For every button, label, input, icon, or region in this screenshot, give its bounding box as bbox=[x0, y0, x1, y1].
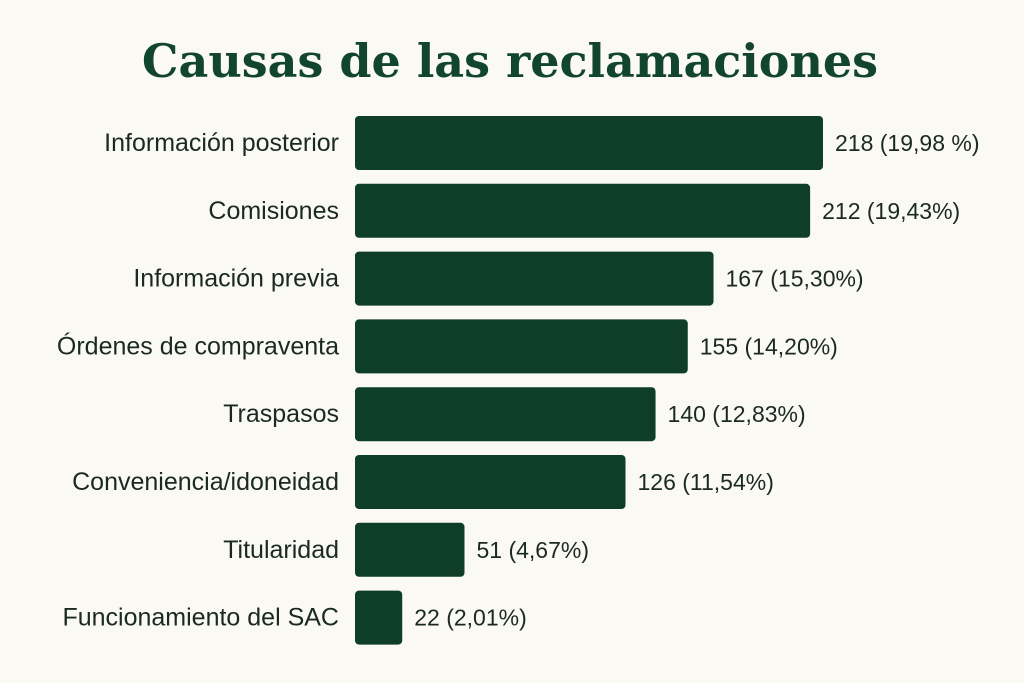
category-label: Comisiones bbox=[208, 197, 339, 225]
bar bbox=[355, 319, 688, 374]
category-label: Conveniencia/idoneidad bbox=[72, 468, 339, 496]
value-label: 218 (19,98 %) bbox=[835, 130, 979, 156]
category-label: Titularidad bbox=[223, 536, 339, 564]
category-label: Información previa bbox=[133, 265, 339, 293]
value-label: 140 (12,83%) bbox=[668, 401, 806, 427]
value-label: 126 (11,54%) bbox=[637, 469, 773, 495]
category-label: Información posterior bbox=[104, 129, 339, 157]
value-label: 212 (19,43%) bbox=[822, 198, 960, 224]
bar bbox=[355, 522, 465, 577]
value-label: 22 (2,01%) bbox=[414, 605, 527, 631]
bar bbox=[355, 251, 714, 306]
bars-group: Información posterior 218 (19,98 %) Comisi… bbox=[57, 116, 979, 645]
category-label: Traspasos bbox=[223, 400, 339, 428]
category-label: Órdenes de compraventa bbox=[57, 331, 339, 360]
bar bbox=[355, 387, 656, 442]
value-label: 167 (15,30%) bbox=[726, 266, 864, 292]
bar bbox=[355, 116, 823, 170]
chart-title: Causas de las reclamaciones bbox=[142, 34, 878, 88]
value-label: 155 (14,20%) bbox=[700, 333, 838, 359]
category-label: Funcionamiento del SAC bbox=[62, 604, 339, 632]
bar bbox=[355, 455, 626, 509]
value-label: 51 (4,67%) bbox=[476, 537, 589, 563]
bar bbox=[355, 590, 403, 645]
bar bbox=[355, 183, 811, 238]
